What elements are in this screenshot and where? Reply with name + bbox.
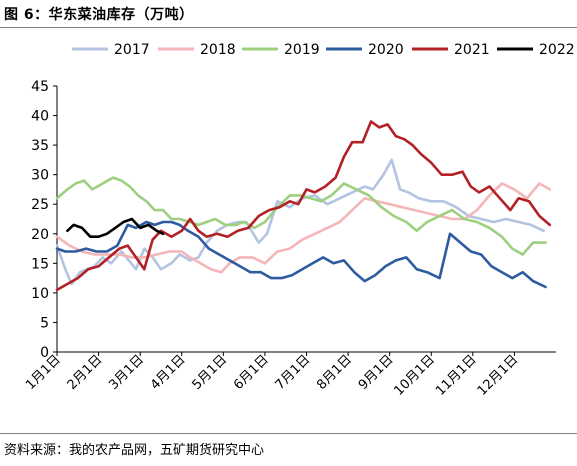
y-tick-label: 5 [40,315,49,331]
x-tick-label: 5月1日 [189,352,230,393]
y-tick-label: 40 [31,109,49,125]
legend-label-2021: 2021 [454,42,490,58]
x-tick-label: 11月1日 [433,352,480,399]
series-line-2020 [55,220,547,289]
x-tick-label: 3月1日 [106,352,147,393]
x-tick-label: 2月1日 [65,352,106,393]
series-line-2018 [55,182,552,274]
source-note: 资料来源：我的农产品网，五矿期货研究中心 [4,443,265,458]
figure-title: 图 6：华东菜油库存（万吨） [4,7,194,23]
y-tick-label: 0 [40,345,49,361]
y-tick-label: 20 [31,227,49,243]
y-tick-label: 30 [31,168,49,184]
legend-label-2018: 2018 [200,42,236,58]
x-tick-label: 6月1日 [231,352,272,393]
series-line-2021 [55,120,552,292]
legend-label-2019: 2019 [284,42,320,58]
x-tick-label: 7月1日 [273,352,314,393]
series-line-2017 [55,158,545,286]
x-tick-label: 4月1日 [148,352,189,393]
x-tick-label: 10月1日 [392,352,439,399]
y-tick-label: 25 [31,197,49,213]
bottom-rule [0,433,577,434]
series-line-2019 [55,176,547,256]
y-tick-label: 35 [31,138,49,154]
y-tick-label: 15 [31,256,49,272]
legend-label-2020: 2020 [368,42,404,58]
legend-label-2017: 2017 [114,42,150,58]
y-tick-label: 10 [31,286,49,302]
legend-label-2022: 2022 [539,42,575,58]
x-tick-label: 12月1日 [475,352,522,399]
x-tick-label: 9月1日 [356,352,397,393]
y-tick-label: 45 [31,79,49,95]
series-line-2022 [66,217,165,238]
top-rule [0,27,577,28]
x-tick-label: 8月1日 [314,352,355,393]
